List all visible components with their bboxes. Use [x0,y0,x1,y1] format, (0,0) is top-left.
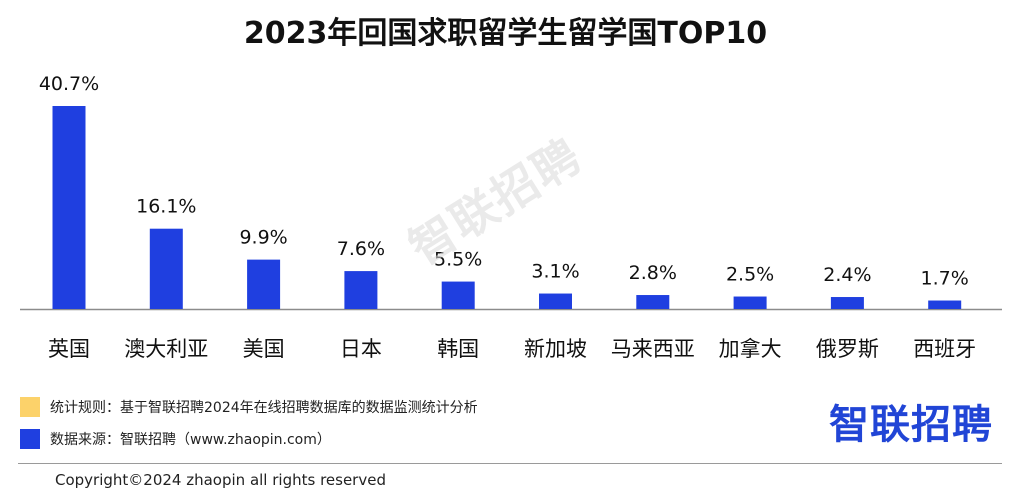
category-label-4: 韩国 [437,337,479,361]
value-label-3: 7.6% [337,238,385,260]
bar-7 [733,296,767,309]
bar-1 [149,228,183,309]
yellow-square-icon [20,397,40,417]
chart-title: 2023年回国求职留学生留学国TOP10 [243,16,768,51]
bar-chart: 40.7% 英国 16.1% 澳大利亚 9.9% 美国 7.6% 日本 5.5% 韩国 3.1% 新加… [20,73,1002,361]
bar-0 [52,106,86,309]
category-label-1: 澳大利亚 [124,337,208,361]
value-label-5: 3.1% [531,261,579,283]
bar-8 [830,297,864,309]
category-label-0: 英国 [48,337,90,361]
value-label-4: 5.5% [434,249,482,271]
footnotes: 统计规则：基于智联招聘2024年在线招聘数据库的数据监测统计分析 数据来源：智联… [20,394,478,458]
bar-9 [928,300,962,309]
value-label-7: 2.5% [726,264,774,286]
category-label-9: 西班牙 [913,337,976,361]
category-label-2: 美国 [243,337,285,361]
note-source-text: 数据来源：智联招聘（www.zhaopin.com） [50,432,331,448]
bar-5 [539,293,572,309]
category-label-3: 日本 [340,337,382,361]
bar-2 [247,259,281,309]
category-label-5: 新加坡 [524,337,587,361]
value-label-1: 16.1% [136,196,196,218]
note-source: 数据来源：智联招聘（www.zhaopin.com） [20,426,478,452]
bar-4 [441,281,475,309]
value-label-6: 2.8% [629,262,677,284]
category-label-8: 俄罗斯 [816,337,879,361]
divider [18,463,1002,464]
value-label-8: 2.4% [823,264,871,286]
value-label-0: 40.7% [39,73,99,95]
copyright-text: Copyright©2024 zhaopin all rights reserv… [55,471,386,489]
blue-square-icon [20,429,40,449]
value-label-9: 1.7% [921,268,969,290]
category-label-7: 加拿大 [719,337,782,361]
value-label-2: 9.9% [239,227,287,249]
brand-logo: 智联招聘 [829,402,993,448]
note-rule-text: 统计规则：基于智联招聘2024年在线招聘数据库的数据监测统计分析 [50,400,478,416]
bar-6 [636,295,670,309]
note-rule: 统计规则：基于智联招聘2024年在线招聘数据库的数据监测统计分析 [20,394,478,420]
bar-3 [344,271,378,309]
category-label-6: 马来西亚 [611,337,695,361]
